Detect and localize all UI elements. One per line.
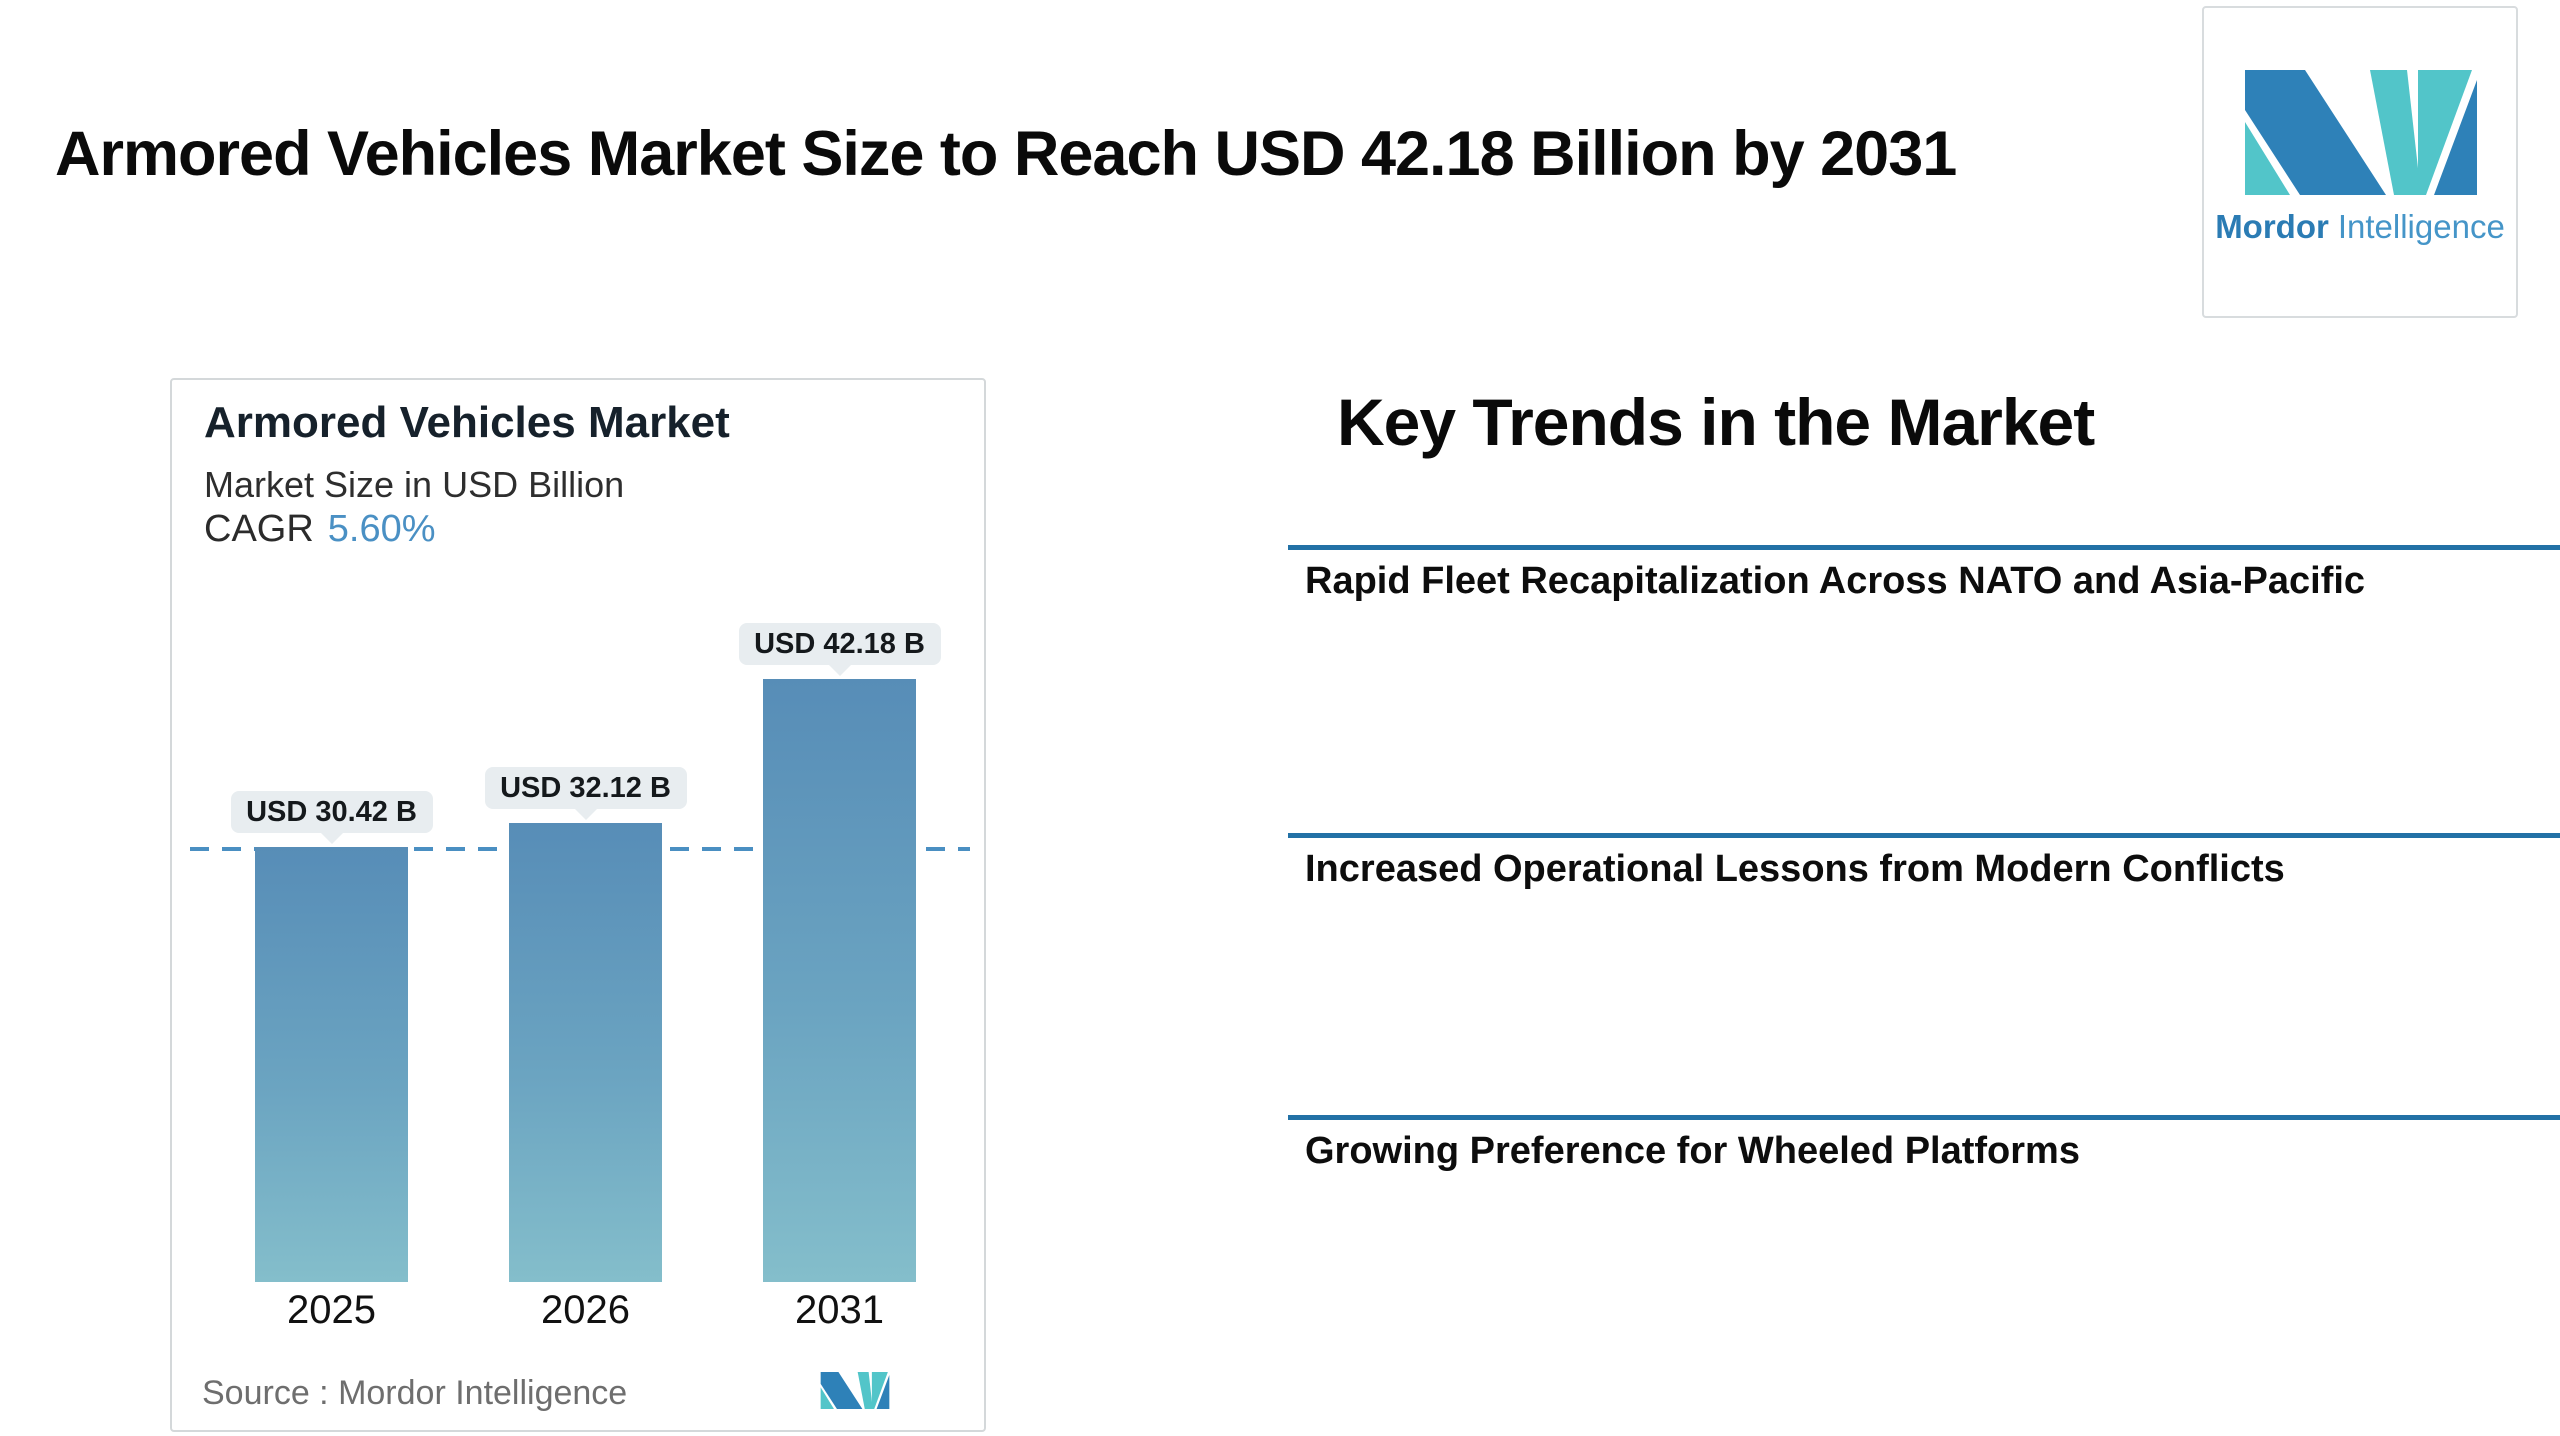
- mordor-intelligence-logo-icon: [2245, 70, 2477, 195]
- bar-2031: [763, 679, 916, 1282]
- cagr-value: 5.60%: [327, 508, 436, 550]
- bar-2026: [509, 823, 662, 1282]
- tooltip-pointer-icon: [573, 808, 598, 820]
- chart-subtitle: Market Size in USD Billion: [204, 464, 625, 505]
- x-axis-label: 2031: [795, 1288, 884, 1332]
- x-axis-label: 2026: [541, 1288, 630, 1332]
- bar-value-label: USD 42.18 B: [738, 623, 941, 676]
- trend-divider-1: [1288, 545, 2560, 550]
- trend-item-3: Growing Preference for Wheeled Platforms: [1305, 1130, 2080, 1172]
- bar-value-label: USD 30.42 B: [230, 791, 433, 844]
- brand-logo-card: Mordor Intelligence: [2202, 6, 2518, 318]
- market-chart-card: Armored Vehicles Market Market Size in U…: [170, 378, 986, 1432]
- tooltip-pointer-icon: [319, 832, 344, 844]
- page-title: Armored Vehicles Market Size to Reach US…: [55, 119, 1957, 189]
- x-axis-label: 2025: [287, 1288, 376, 1332]
- bar-chart-plot: USD 30.42 B 2025 USD 32.12 B 2026 USD 42.18 …: [172, 380, 988, 1332]
- brand-wordmark: Mordor Intelligence: [2204, 208, 2516, 246]
- chart-title: Armored Vehicles Market: [204, 398, 730, 447]
- chart-source: Source : Mordor Intelligence: [202, 1374, 628, 1412]
- bar-value-label: USD 32.12 B: [484, 767, 687, 820]
- trend-divider-3: [1288, 1115, 2560, 1120]
- brand-name-bold: Mordor: [2215, 208, 2329, 245]
- tooltip-pointer-icon: [827, 664, 852, 676]
- brand-name-light: Intelligence: [2337, 208, 2505, 245]
- key-trends-heading: Key Trends in the Market: [1337, 385, 2095, 459]
- chart-cagr: CAGR 5.60%: [204, 508, 436, 551]
- mini-logo-icon: [820, 1372, 890, 1409]
- trend-divider-2: [1288, 833, 2560, 838]
- cagr-label: CAGR: [204, 508, 314, 550]
- bar-2025: [255, 847, 408, 1282]
- trend-item-1: Rapid Fleet Recapitalization Across NATO…: [1305, 560, 2366, 602]
- trend-item-2: Increased Operational Lessons from Moder…: [1305, 848, 2285, 890]
